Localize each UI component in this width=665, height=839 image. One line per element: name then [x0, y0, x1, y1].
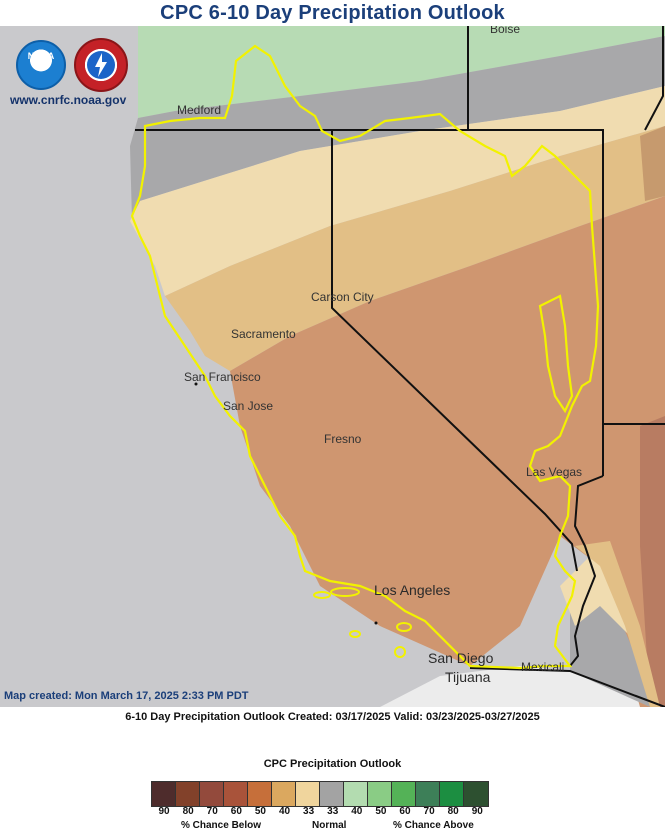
website-link[interactable]: www.cnrfc.noaa.gov — [10, 93, 127, 107]
legend-swatch — [416, 782, 440, 806]
city-label-tijuana: Tijuana — [445, 669, 491, 685]
band-normal — [130, 36, 665, 221]
band-below-40-southeast — [575, 541, 660, 707]
legend-swatch — [248, 782, 272, 806]
band-below-50 — [230, 196, 665, 707]
city-label-san-diego: San Diego — [428, 650, 494, 666]
cnrfc-boundary — [130, 44, 600, 670]
mexico-border — [469, 667, 665, 707]
nws-logo — [74, 38, 128, 92]
legend-swatch — [392, 782, 416, 806]
city-label-las-vegas: Las Vegas — [526, 465, 583, 479]
legend-tick: 70 — [423, 806, 435, 817]
band-above-33 — [138, 26, 665, 118]
city-label-medford: Medford — [177, 103, 222, 117]
map-created-timestamp: Map created: Mon March 17, 2025 2:33 PM … — [4, 690, 249, 702]
legend-swatch — [152, 782, 176, 806]
legend-tick: 33 — [303, 806, 315, 817]
band-below-60-east — [640, 416, 665, 707]
legend-title: CPC Precipitation Outlook — [263, 758, 402, 770]
band-below-33 — [130, 86, 665, 296]
legend-tick: 60 — [230, 806, 242, 817]
city-dot-sf — [194, 382, 198, 386]
legend-tick: 40 — [351, 806, 363, 817]
city-label-carson-city: Carson City — [311, 290, 374, 304]
city-label-san-jose: San Jose — [223, 399, 274, 413]
legend-above-label: % Chance Above — [393, 820, 474, 831]
city-label-sacramento: Sacramento — [231, 327, 296, 341]
channel-islands — [313, 587, 412, 658]
legend-tick: 80 — [447, 806, 459, 817]
state-borders — [135, 26, 665, 707]
az-border — [569, 475, 604, 667]
map-title: CPC 6-10 Day Precipitation Outlook — [160, 2, 505, 24]
legend-tick: 50 — [375, 806, 387, 817]
city-label-san-francisco: San Francisco — [184, 370, 261, 384]
legend-swatch — [176, 782, 200, 806]
island-4 — [349, 630, 361, 638]
legend-tick-labels: 90 80 70 60 50 40 33 33 40 50 60 70 80 90 — [152, 806, 489, 817]
noaa-logo: NOAA — [16, 40, 66, 90]
city-label-mexicali: Mexicali — [521, 660, 565, 674]
city-label-fresno: Fresno — [324, 432, 362, 446]
legend-normal-label: Normal — [312, 820, 347, 831]
legend-tick: 90 — [158, 806, 170, 817]
precipitation-outlook-map: NOAA www.cnrfc.noaa.gov Boise Medford Ca… — [0, 26, 665, 707]
legend-swatch — [296, 782, 320, 806]
band-below-60 — [640, 126, 665, 201]
city-label-los-angeles: Los Angeles — [374, 582, 451, 598]
legend-tick: 50 — [254, 806, 266, 817]
map-canvas — [0, 26, 665, 707]
legend-swatch — [368, 782, 392, 806]
mexico-area — [380, 666, 665, 707]
outlook-caption: 6-10 Day Precipitation Outlook Created: … — [125, 711, 540, 723]
legend-tick: 60 — [399, 806, 411, 817]
legend-below-label: % Chance Below — [181, 820, 262, 831]
legend-tick: 90 — [471, 806, 483, 817]
nws-lightning-icon — [87, 51, 115, 79]
city-dot-island — [374, 621, 378, 625]
legend-swatch — [224, 782, 248, 806]
legend-tick: 80 — [182, 806, 194, 817]
or-id-border — [644, 26, 664, 131]
legend-swatch — [464, 782, 488, 806]
legend-swatch — [200, 782, 224, 806]
legend-swatch — [344, 782, 368, 806]
legend-tick: 33 — [327, 806, 339, 817]
legend-tick: 40 — [278, 806, 291, 817]
legend-swatch — [440, 782, 464, 806]
legend-color-bar — [151, 781, 489, 807]
legend-swatch — [272, 782, 296, 806]
island-3 — [396, 622, 412, 632]
band-below-40 — [165, 126, 665, 371]
cnrfc-interior-basin — [538, 294, 574, 414]
island-5 — [394, 646, 406, 658]
city-label-boise: Boise — [490, 26, 521, 36]
or-ca-nv-border — [135, 129, 604, 476]
island-1 — [330, 587, 360, 597]
legend-swatch — [320, 782, 344, 806]
legend-tick: 70 — [206, 806, 218, 817]
ca-nv-border — [331, 130, 578, 572]
island-2 — [313, 591, 331, 599]
